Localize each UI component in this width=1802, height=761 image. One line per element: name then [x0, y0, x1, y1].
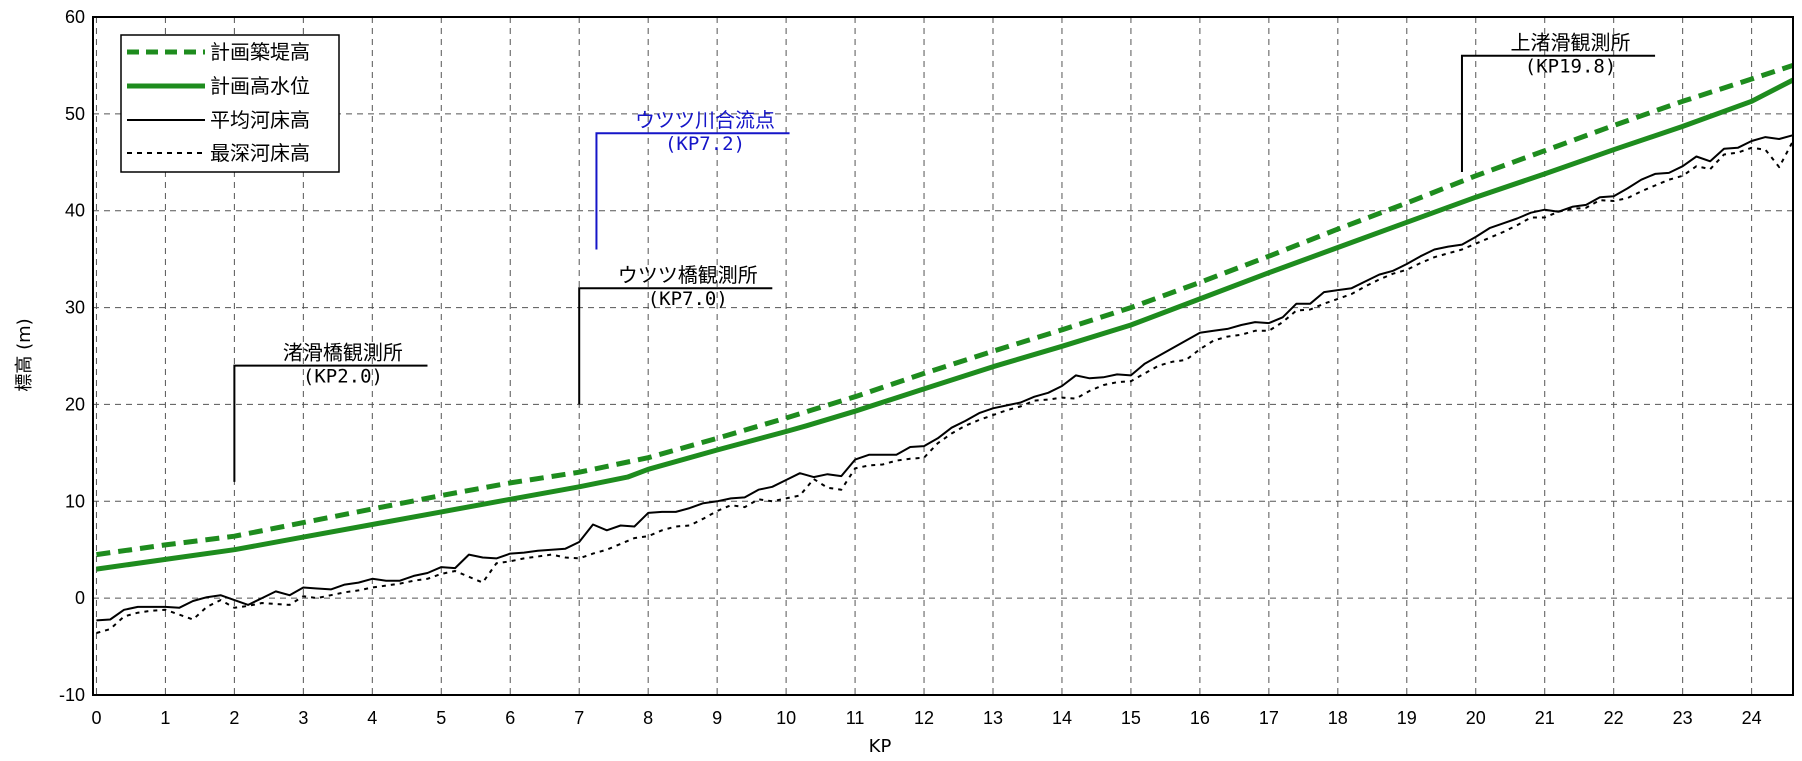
- legend: 計画築堤高 計画高水位 平均河床高 最深河床高: [120, 34, 340, 173]
- x-tick-label: 9: [712, 708, 722, 728]
- series-deepest-riverbed-height: [96, 140, 1794, 634]
- x-tick-label: 7: [574, 708, 584, 728]
- legend-label-planned-levee: 計画築堤高: [210, 40, 310, 64]
- legend-label-mean-bed: 平均河床高: [210, 108, 310, 132]
- legend-box: [120, 34, 340, 173]
- station-annotations: 渚滑橋観測所(KP2.0)ウツツ橋観測所(KP7.0)ウツツ川合流点(KP7.2…: [233, 31, 1656, 482]
- y-tick-label: 30: [65, 298, 85, 318]
- x-axis-title: KP: [869, 736, 892, 757]
- y-tick-label: 0: [75, 588, 85, 608]
- station-marker-line: [595, 132, 790, 250]
- station-kp-label: (KP2.0): [303, 366, 383, 388]
- x-tick-label: 2: [229, 708, 239, 728]
- station-marker-line: [578, 287, 773, 405]
- legend-label-planned-hwl: 計画高水位: [210, 74, 310, 98]
- station-name: 渚滑橋観測所: [283, 341, 403, 365]
- y-tick-label: 40: [65, 201, 85, 221]
- x-tick-label: 3: [298, 708, 308, 728]
- x-tick-label: 4: [367, 708, 377, 728]
- x-tick-label: 11: [846, 708, 865, 728]
- x-tick-label: 22: [1604, 708, 1624, 728]
- series-planned-levee-height: [96, 63, 1794, 558]
- series-lines: [96, 63, 1795, 634]
- station-annotation: ウツツ橋観測所(KP7.0): [578, 263, 773, 405]
- x-tick-label: 16: [1190, 708, 1210, 728]
- station-kp-label: (KP7.2): [665, 133, 745, 155]
- station-kp-label: (KP19.8): [1525, 56, 1617, 78]
- x-tick-label: 17: [1259, 708, 1279, 728]
- x-tick-label: 10: [776, 708, 796, 728]
- station-marker-line: [233, 364, 428, 482]
- y-tick-label: -10: [59, 685, 85, 705]
- x-tick-label: 12: [914, 708, 934, 728]
- x-tick-label: 24: [1742, 708, 1762, 728]
- x-tick-label: 23: [1673, 708, 1693, 728]
- station-kp-label: (KP7.0): [648, 288, 728, 310]
- x-tick-label: 19: [1397, 708, 1417, 728]
- y-tick-label: 50: [65, 104, 85, 124]
- x-tick-label: 15: [1121, 708, 1141, 728]
- x-tick-label: 8: [643, 708, 653, 728]
- station-name: ウツツ橋観測所: [618, 263, 758, 287]
- x-tick-label: 14: [1052, 708, 1072, 728]
- y-tick-label: 10: [65, 491, 85, 511]
- y-axis-ticks: -10 0 10 20 30 40 50 60: [59, 7, 85, 705]
- x-tick-label: 20: [1466, 708, 1486, 728]
- station-annotation: 上渚滑観測所(KP19.8): [1460, 31, 1656, 172]
- y-tick-label: 60: [65, 7, 85, 27]
- series-mean-riverbed-height: [96, 117, 1794, 622]
- station-name: 上渚滑観測所: [1511, 31, 1631, 55]
- y-axis-title: 標高 (m): [14, 318, 35, 391]
- x-tick-label: 6: [505, 708, 515, 728]
- x-tick-label: 0: [91, 708, 101, 728]
- station-name: ウツツ川合流点: [635, 108, 775, 132]
- x-tick-label: 13: [983, 708, 1003, 728]
- x-tick-label: 18: [1328, 708, 1348, 728]
- station-annotation: ウツツ川合流点(KP7.2): [595, 108, 790, 250]
- legend-label-deepest-bed: 最深河床高: [210, 141, 310, 165]
- grid-lines: [93, 17, 1793, 695]
- x-tick-label: 5: [436, 708, 446, 728]
- x-tick-label: 21: [1535, 708, 1555, 728]
- plot-frame: [92, 16, 1794, 696]
- station-marker-line: [1460, 54, 1656, 172]
- station-annotation: 渚滑橋観測所(KP2.0): [233, 341, 428, 482]
- x-axis-ticks: 0 1 2 3 4 5 6 7 8 9 10 11 12 13 14 15 16 17 18 19 20 21 22 23 24: [91, 708, 1761, 728]
- y-tick-label: 20: [65, 394, 85, 414]
- x-tick-label: 1: [160, 708, 170, 728]
- series-planned-high-water-level: [96, 77, 1795, 572]
